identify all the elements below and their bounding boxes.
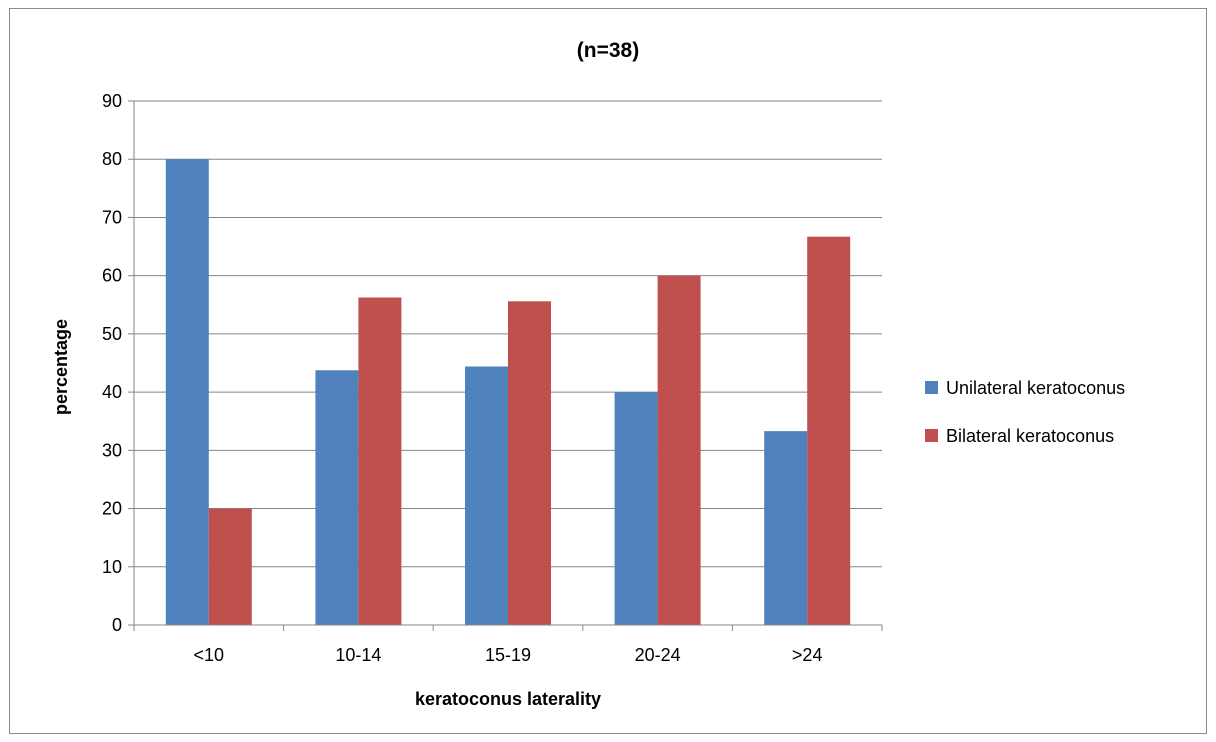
bar-bilateral-2: [508, 301, 551, 625]
legend: Unilateral keratoconus Bilateral keratoc…: [925, 378, 1125, 446]
bar-unilateral-2: [465, 366, 508, 625]
legend-swatch-bilateral: [925, 429, 938, 442]
bar-unilateral-3: [614, 392, 658, 625]
y-tick-label: 60: [102, 266, 122, 286]
bar-bilateral-0: [208, 508, 252, 625]
y-tick-label: 10: [102, 557, 122, 577]
y-tick-label: 80: [102, 149, 122, 169]
y-tick-label: 20: [102, 499, 122, 519]
x-tick-label: <10: [194, 645, 225, 665]
legend-item-bilateral: Bilateral keratoconus: [925, 426, 1114, 446]
chart-title: (n=38): [577, 39, 639, 62]
gridlines: [134, 100, 882, 568]
x-tick-label: 10-14: [335, 645, 381, 665]
y-tick-label: 0: [112, 615, 122, 635]
legend-item-unilateral: Unilateral keratoconus: [925, 378, 1125, 398]
y-tick-label: 70: [102, 207, 122, 227]
y-tick-label: 40: [102, 382, 122, 402]
bar-unilateral-4: [764, 431, 808, 625]
y-tick-label: 50: [102, 324, 122, 344]
y-tick-label: 30: [102, 440, 122, 460]
x-tick-label: 20-24: [635, 645, 681, 665]
bars: [165, 159, 851, 625]
legend-swatch-unilateral: [925, 381, 938, 394]
legend-label-bilateral: Bilateral keratoconus: [946, 426, 1114, 446]
bar-bilateral-3: [657, 275, 701, 625]
legend-label-unilateral: Unilateral keratoconus: [946, 378, 1125, 398]
x-axis-title: keratoconus laterality: [415, 689, 601, 709]
x-tick-label: >24: [792, 645, 823, 665]
x-tick-label: 15-19: [485, 645, 531, 665]
tick-labels: 0 10 20 30 40 50 60 70 80 90 <10 10-14 15-19 20-24 >24: [102, 91, 823, 665]
axes: [128, 100, 883, 631]
y-axis-title: percentage: [51, 319, 71, 415]
bar-bilateral-4: [807, 236, 851, 625]
bar-bilateral-1: [358, 297, 402, 625]
bar-unilateral-1: [315, 370, 359, 625]
bar-unilateral-0: [165, 159, 209, 625]
y-tick-label: 90: [102, 91, 122, 111]
